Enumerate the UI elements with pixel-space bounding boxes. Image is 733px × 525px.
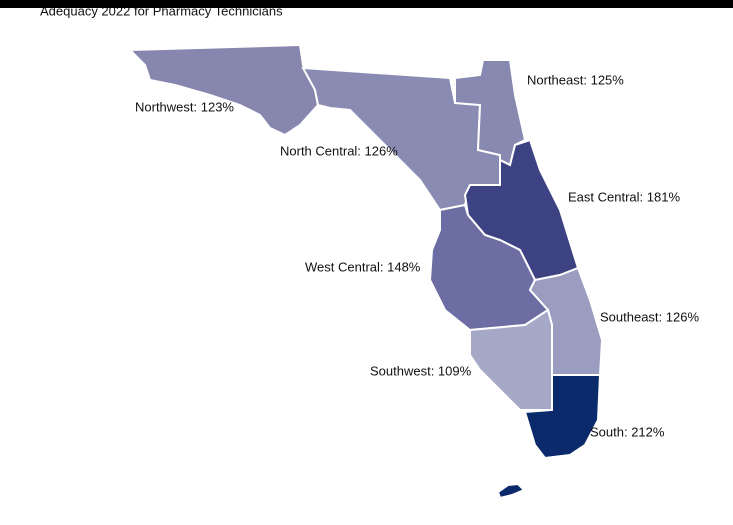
labels: Northwest: 123% North Central: 126% Northe… bbox=[135, 72, 699, 439]
region-label: Southwest: 109% bbox=[370, 363, 472, 378]
top-bar bbox=[0, 0, 733, 8]
region-label: North Central: 126% bbox=[280, 143, 398, 158]
region bbox=[127, 43, 320, 137]
region-label: Southeast: 126% bbox=[600, 309, 699, 324]
region-label: West Central: 148% bbox=[305, 259, 421, 274]
region-label: East Central: 181% bbox=[568, 189, 680, 204]
region bbox=[496, 374, 602, 500]
region-label: Northeast: 125% bbox=[527, 72, 624, 87]
regions bbox=[127, 43, 604, 500]
region-label: Northwest: 123% bbox=[135, 99, 234, 114]
region-label: South: 212% bbox=[590, 424, 665, 439]
